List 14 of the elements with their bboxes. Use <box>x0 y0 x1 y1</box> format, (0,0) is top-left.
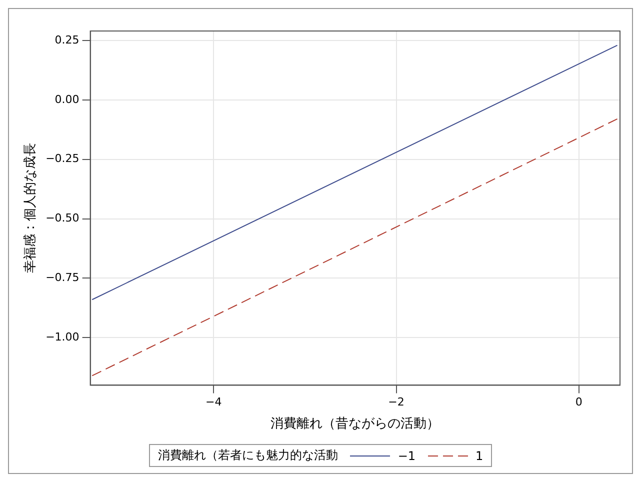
y-tick-label: −0.25 <box>46 152 80 166</box>
y-tick-label: −1.00 <box>46 330 80 344</box>
x-axis-title: 消費離れ（昔ながらの活動） <box>270 416 440 432</box>
y-axis-title: 幸福感：個人的な成長 <box>23 143 38 274</box>
x-tick-label: −2 <box>388 396 404 409</box>
y-tick-label: −0.75 <box>46 271 80 284</box>
x-tick-label: 0 <box>575 396 582 409</box>
legend-title: 消費離れ（若者にも魅力的な活動 <box>158 447 338 464</box>
x-tick-label: −4 <box>205 396 222 409</box>
legend-label: −1 <box>398 448 416 462</box>
y-tick-label: 0.25 <box>54 33 80 46</box>
legend-label: 1 <box>476 448 484 462</box>
y-tick-label: 0.00 <box>54 92 80 106</box>
y-tick-label: −0.50 <box>46 212 80 225</box>
